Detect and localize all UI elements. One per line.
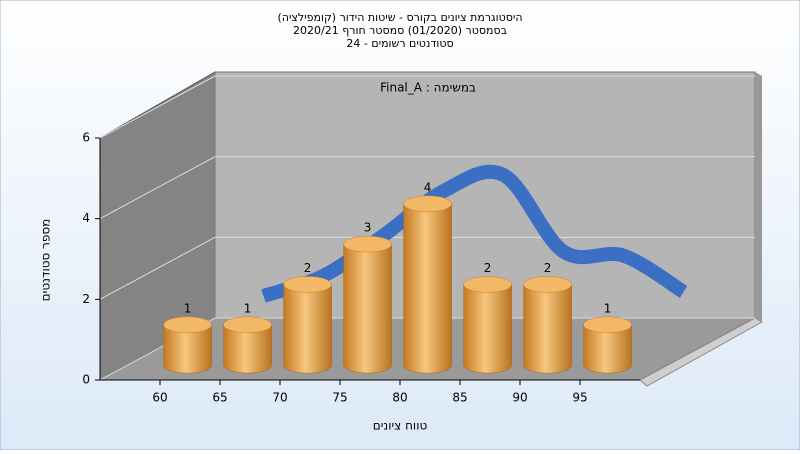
title-line: בסמסטר (01/2020) סמסטר חורף 2020/21 bbox=[293, 24, 507, 37]
grid-line bbox=[99, 236, 216, 300]
x-tick-label: 65 bbox=[212, 391, 227, 405]
x-tick-label: 95 bbox=[572, 391, 587, 405]
x-tick-label: 75 bbox=[332, 391, 347, 405]
trend-ribbon bbox=[261, 164, 688, 303]
y-tick-label: 6 bbox=[82, 131, 90, 145]
value-label: 2 bbox=[544, 261, 552, 275]
bar-top bbox=[523, 276, 572, 293]
bar-top bbox=[283, 276, 332, 293]
bar bbox=[583, 324, 632, 374]
annotation: Final_A : במשימה bbox=[380, 81, 476, 95]
bar bbox=[343, 243, 392, 374]
x-tick-label: 85 bbox=[452, 391, 467, 405]
bar-top bbox=[463, 276, 512, 293]
bar bbox=[403, 203, 452, 374]
x-tick-label: 70 bbox=[272, 391, 287, 405]
x-axis-label: טווח ציונים bbox=[373, 419, 428, 433]
title-line: סטודנטים רשומים - 24 bbox=[346, 37, 453, 50]
bar bbox=[283, 284, 332, 374]
bar bbox=[163, 324, 212, 374]
y-tick-label: 2 bbox=[82, 292, 90, 306]
grid-line bbox=[99, 75, 216, 139]
bar-top bbox=[403, 195, 452, 213]
value-label: 1 bbox=[184, 301, 192, 315]
bar-top bbox=[583, 316, 632, 334]
bar bbox=[223, 324, 272, 374]
title-line: היסטוגרמת ציונים בקורס - שיטות הידור (קו… bbox=[277, 11, 522, 24]
x-tick-label: 80 bbox=[392, 391, 407, 405]
bar-top bbox=[223, 316, 272, 334]
value-label: 3 bbox=[364, 221, 372, 235]
wall-edge bbox=[755, 72, 762, 322]
y-tick-label: 4 bbox=[82, 211, 90, 225]
bar-top bbox=[343, 235, 392, 253]
value-label: 2 bbox=[484, 261, 492, 275]
value-label: 4 bbox=[424, 180, 432, 194]
y-axis-label: מספר סטודנטים bbox=[39, 219, 53, 302]
bar-top bbox=[163, 316, 212, 334]
y-tick-label: 0 bbox=[82, 373, 90, 387]
bar bbox=[463, 284, 512, 374]
bar bbox=[523, 284, 572, 374]
x-tick-label: 90 bbox=[512, 391, 527, 405]
value-label: 1 bbox=[244, 301, 252, 315]
value-label: 2 bbox=[304, 261, 312, 275]
x-tick-label: 60 bbox=[152, 391, 167, 405]
value-label: 1 bbox=[604, 301, 612, 315]
grid-line bbox=[99, 156, 216, 220]
